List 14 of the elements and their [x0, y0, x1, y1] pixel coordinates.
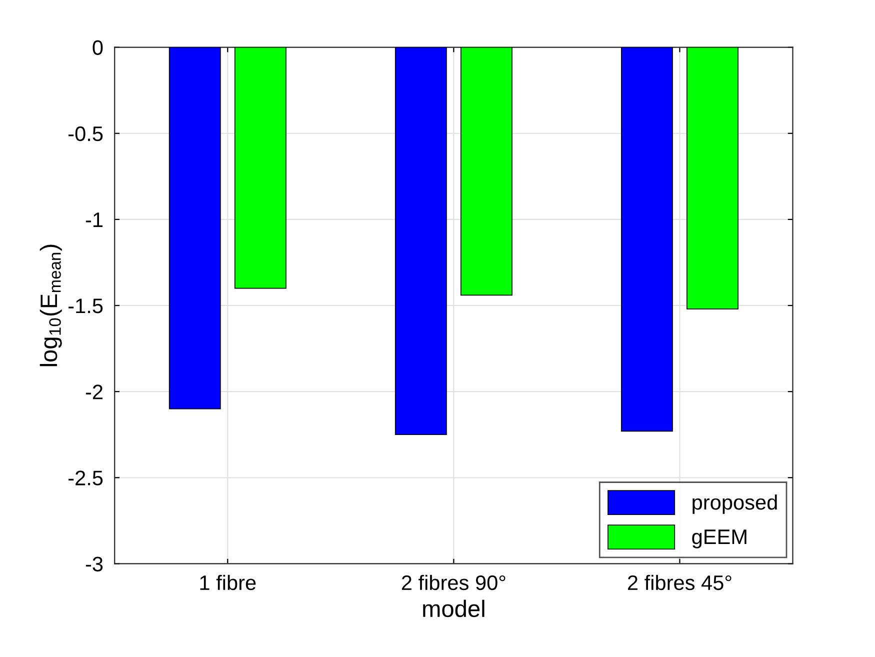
y-tick-label: -0.5	[68, 126, 103, 142]
x-tick-label: 2 fibres 90°	[402, 574, 506, 590]
legend-label: proposed	[692, 494, 777, 514]
y-tick-label: 0	[92, 40, 103, 56]
y-tick-label: -1.5	[68, 298, 103, 314]
y-tick-label: -2.5	[68, 470, 103, 486]
legend-label: gEEM	[692, 530, 746, 548]
x-axis-title: model	[423, 600, 484, 618]
y-tick-label: -2	[86, 384, 102, 400]
x-tick-label: 1 fibre	[200, 574, 256, 590]
x-tick-label: 2 fibres 45°	[628, 574, 732, 590]
y-tick-label: -3	[86, 556, 103, 572]
y-tick-label: -1	[86, 212, 102, 227]
y-axis-title: log$_{10}$(E$_{mean}$)	[40, 244, 62, 366]
